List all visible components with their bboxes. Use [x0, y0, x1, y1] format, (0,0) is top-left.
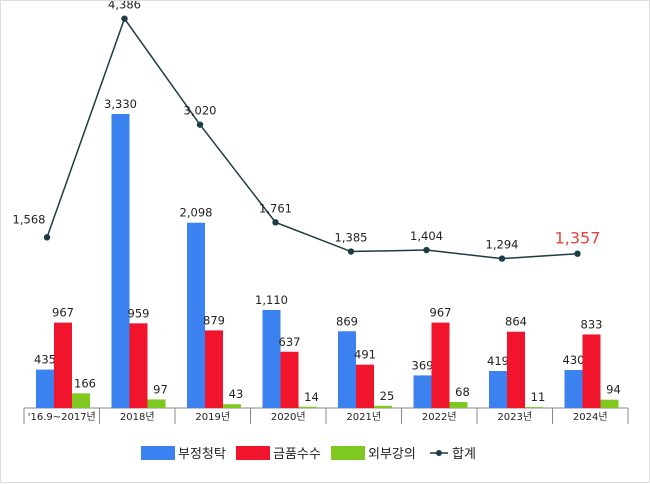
bar-2 — [280, 351, 299, 408]
bar-3 — [525, 407, 543, 408]
bar-1 — [489, 371, 507, 408]
bar-data-label: 25 — [380, 389, 395, 403]
bar-data-label: 1,110 — [255, 293, 288, 307]
line-series — [46, 17, 578, 260]
bar-data-label: 864 — [505, 315, 527, 329]
legend-marker — [436, 450, 442, 456]
bar-2 — [356, 364, 374, 408]
legend-swatch — [141, 446, 175, 460]
bar-3 — [147, 399, 166, 408]
x-tick-label: 2024년 — [573, 411, 608, 423]
bar-3 — [374, 405, 392, 408]
bar-data-label: 94 — [606, 383, 621, 397]
bar-data-label: 166 — [74, 376, 96, 390]
x-tick-label: 2021년 — [346, 411, 381, 423]
x-tick-label: 2018년 — [120, 411, 155, 423]
bar-data-label: 879 — [203, 313, 225, 327]
line-point — [574, 250, 581, 257]
bar-data-label: 967 — [430, 306, 452, 320]
bar-1 — [187, 222, 205, 408]
bar-data-label: 967 — [52, 306, 74, 320]
line-point — [121, 15, 128, 22]
line-point — [423, 246, 430, 254]
line-data-label: 1,568 — [13, 212, 46, 226]
line-data-label: 1,294 — [486, 238, 519, 252]
bar-2 — [54, 322, 72, 408]
bar-data-label: 14 — [304, 390, 319, 404]
bar-data-label: 491 — [354, 348, 376, 362]
bar-1 — [111, 113, 130, 408]
legend-label: 부정청탁 — [178, 447, 226, 462]
bar-2 — [582, 334, 601, 408]
bar-3 — [223, 404, 241, 408]
line-data-label: 1,385 — [335, 231, 368, 245]
bar-3 — [449, 401, 468, 408]
x-tick-label: 2023년 — [497, 411, 532, 423]
x-tick-label: '16.9~2017년 — [28, 411, 96, 423]
bar-data-label: 3,330 — [104, 97, 137, 111]
bar-data-label: 435 — [34, 353, 56, 367]
bar-data-label: 419 — [487, 354, 509, 368]
bar-3 — [72, 393, 90, 408]
x-tick-label: 2019년 — [195, 411, 230, 423]
line-data-label: 1,357 — [555, 229, 601, 248]
bar-data-label: 2,098 — [180, 206, 213, 220]
legend-swatch — [236, 446, 270, 460]
bar-1 — [413, 375, 432, 408]
x-tick-label: 2022년 — [422, 411, 457, 423]
bar-data-label: 637 — [279, 335, 301, 349]
bar-2 — [205, 330, 223, 408]
bar-1 — [36, 369, 54, 408]
bar-1 — [564, 370, 583, 408]
bar-data-label: 430 — [563, 353, 585, 367]
bar-data-label: 68 — [455, 385, 470, 399]
legend-label: 외부강의 — [368, 447, 416, 462]
line-data-label: 1,404 — [410, 229, 443, 243]
bar-data-label: 11 — [531, 390, 546, 404]
bar-3 — [298, 406, 317, 408]
line-data-label: 4,386 — [108, 1, 141, 12]
bar-data-label: 369 — [412, 358, 434, 372]
bar-2 — [129, 323, 148, 408]
bar-3 — [600, 399, 619, 408]
bar-1 — [262, 309, 281, 408]
line-point — [347, 248, 355, 255]
bar-data-label: 869 — [336, 314, 358, 328]
legend-label: 금품수수 — [273, 447, 321, 462]
bar-2 — [431, 322, 450, 408]
bar-data-label: 833 — [581, 317, 603, 331]
line-point — [43, 234, 51, 241]
bar-data-label: 43 — [229, 387, 244, 401]
line-point — [272, 219, 279, 226]
legend-swatch — [331, 446, 365, 460]
bar-1 — [338, 331, 356, 408]
bar-2 — [507, 331, 525, 408]
legend-label: 합계 — [452, 447, 476, 462]
line-point — [498, 255, 506, 262]
line-data-label: 3,020 — [184, 104, 217, 118]
bar-data-label: 97 — [153, 382, 168, 396]
bar-data-label: 959 — [128, 306, 150, 320]
x-tick-label: 2020년 — [271, 411, 306, 423]
line-data-label: 1,761 — [259, 201, 292, 215]
line-point — [196, 121, 204, 128]
